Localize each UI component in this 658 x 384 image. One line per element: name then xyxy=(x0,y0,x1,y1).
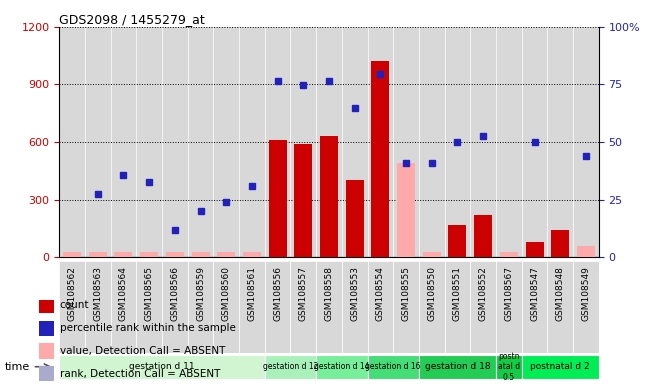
Text: GSM108561: GSM108561 xyxy=(247,266,257,321)
Bar xyxy=(188,261,213,353)
Text: percentile rank within the sample: percentile rank within the sample xyxy=(59,323,236,333)
Bar xyxy=(85,261,111,353)
Text: postn
atal d
0.5: postn atal d 0.5 xyxy=(498,352,520,382)
Bar xyxy=(551,230,569,257)
Text: GSM108551: GSM108551 xyxy=(453,266,462,321)
Bar xyxy=(265,261,290,353)
Bar xyxy=(217,252,235,257)
Bar xyxy=(265,355,316,379)
Bar xyxy=(243,252,261,257)
Bar xyxy=(213,261,239,353)
Bar xyxy=(345,180,364,257)
Text: GSM108555: GSM108555 xyxy=(401,266,411,321)
Bar xyxy=(136,261,162,353)
Bar xyxy=(239,261,265,353)
Text: GSM108562: GSM108562 xyxy=(68,266,76,321)
Bar xyxy=(577,246,595,257)
Text: GSM108553: GSM108553 xyxy=(350,266,359,321)
Bar xyxy=(526,242,544,257)
Text: GSM108552: GSM108552 xyxy=(478,266,488,321)
Bar xyxy=(573,261,599,353)
Text: GSM108556: GSM108556 xyxy=(273,266,282,321)
Bar xyxy=(166,252,184,257)
Text: gestation d 16: gestation d 16 xyxy=(365,362,421,371)
Bar xyxy=(320,136,338,257)
Bar xyxy=(59,355,265,379)
Text: GSM108564: GSM108564 xyxy=(119,266,128,321)
Bar xyxy=(445,261,470,353)
Text: GSM108547: GSM108547 xyxy=(530,266,539,321)
Bar xyxy=(39,321,54,336)
Bar xyxy=(474,215,492,257)
Bar xyxy=(268,140,287,257)
Bar xyxy=(140,252,158,257)
Text: count: count xyxy=(59,300,89,310)
Text: GSM108559: GSM108559 xyxy=(196,266,205,321)
Bar xyxy=(63,252,81,257)
Text: GSM108550: GSM108550 xyxy=(427,266,436,321)
Bar xyxy=(449,225,467,257)
Bar xyxy=(59,261,85,353)
Text: gestation d 14: gestation d 14 xyxy=(314,362,370,371)
Bar xyxy=(470,261,496,353)
Text: GSM108549: GSM108549 xyxy=(582,266,590,321)
Bar xyxy=(397,163,415,257)
Bar xyxy=(316,261,342,353)
Bar xyxy=(419,261,445,353)
Text: GSM108557: GSM108557 xyxy=(299,266,308,321)
Bar xyxy=(162,261,188,353)
Bar xyxy=(368,355,419,379)
Bar xyxy=(316,355,368,379)
Bar xyxy=(114,252,132,257)
Text: GSM108566: GSM108566 xyxy=(170,266,180,321)
Text: GSM108567: GSM108567 xyxy=(504,266,513,321)
Text: rank, Detection Call = ABSENT: rank, Detection Call = ABSENT xyxy=(59,369,220,379)
Bar xyxy=(423,252,441,257)
Bar xyxy=(393,261,419,353)
Bar xyxy=(290,261,316,353)
Text: postnatal d 2: postnatal d 2 xyxy=(530,362,590,371)
Bar xyxy=(496,261,522,353)
Text: GDS2098 / 1455279_at: GDS2098 / 1455279_at xyxy=(59,13,205,26)
Bar xyxy=(39,298,54,313)
Text: GSM108563: GSM108563 xyxy=(93,266,102,321)
Bar xyxy=(547,261,573,353)
Bar xyxy=(500,252,518,257)
Text: GSM108554: GSM108554 xyxy=(376,266,385,321)
Text: time: time xyxy=(5,362,30,372)
Text: GSM108548: GSM108548 xyxy=(556,266,565,321)
Text: value, Detection Call = ABSENT: value, Detection Call = ABSENT xyxy=(59,346,225,356)
Text: GSM108560: GSM108560 xyxy=(222,266,231,321)
Text: GSM108558: GSM108558 xyxy=(324,266,334,321)
Bar xyxy=(522,355,599,379)
Text: gestation d 12: gestation d 12 xyxy=(263,362,318,371)
Bar xyxy=(89,252,107,257)
Bar xyxy=(371,61,390,257)
Text: GSM108565: GSM108565 xyxy=(145,266,154,321)
Bar xyxy=(294,144,313,257)
Bar xyxy=(522,261,547,353)
Bar xyxy=(191,252,209,257)
Bar xyxy=(342,261,368,353)
Bar xyxy=(39,343,54,359)
Bar xyxy=(419,355,496,379)
Bar xyxy=(368,261,393,353)
Bar xyxy=(111,261,136,353)
Bar xyxy=(39,366,54,381)
Text: gestation d 18: gestation d 18 xyxy=(424,362,490,371)
Text: gestation d 11: gestation d 11 xyxy=(129,362,195,371)
Bar xyxy=(496,355,522,379)
